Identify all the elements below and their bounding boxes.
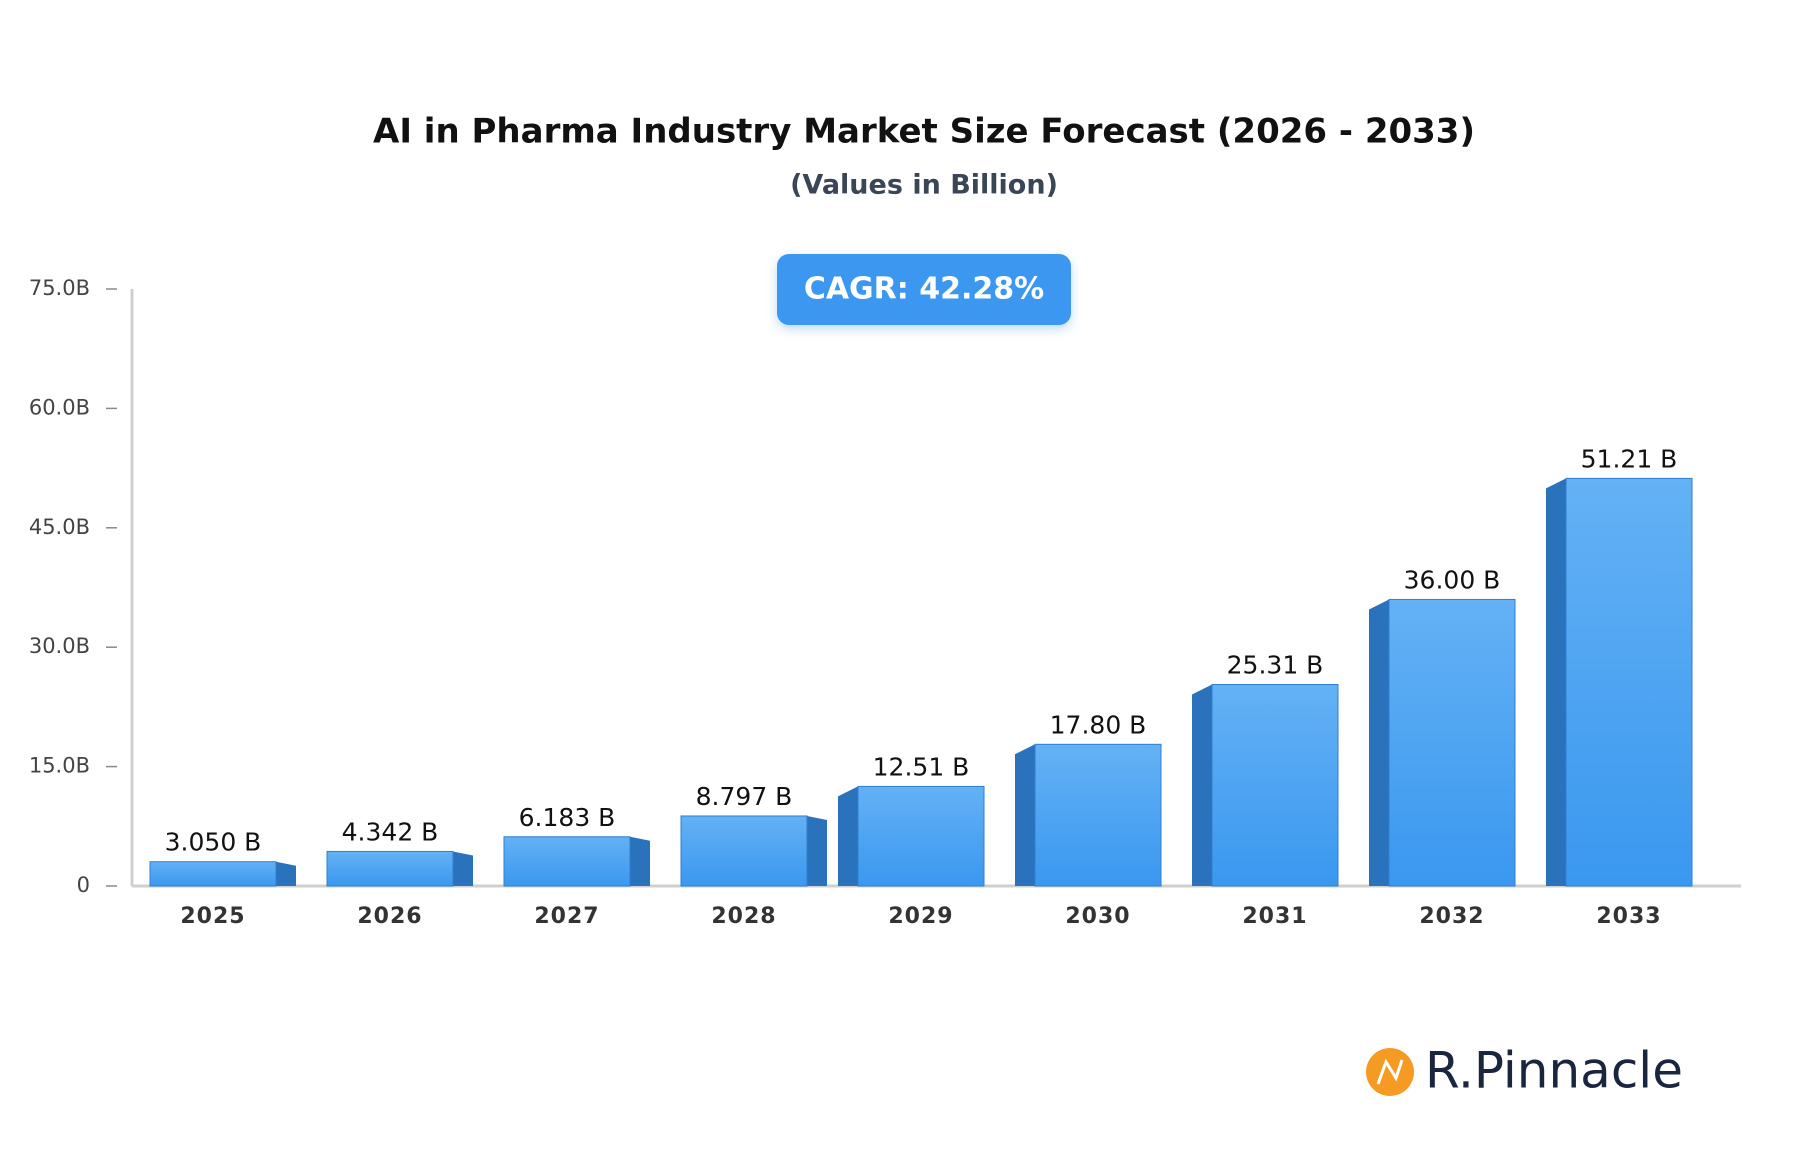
value-label: 8.797 B [696, 782, 793, 811]
x-tick-label: 2028 [711, 904, 776, 929]
x-tick-label: 2031 [1242, 904, 1307, 929]
logo-icon [1366, 1048, 1414, 1096]
x-tick-label: 2030 [1065, 904, 1130, 929]
value-label: 17.80 B [1050, 710, 1147, 739]
bar [149, 861, 277, 887]
y-tick-label: 60.0B [29, 395, 90, 419]
value-label: 36.00 B [1404, 565, 1501, 594]
value-label: 25.31 B [1227, 651, 1324, 680]
bar [1565, 477, 1693, 887]
x-tick-label: 2032 [1419, 904, 1484, 929]
bar-side [807, 815, 827, 886]
bar [1388, 598, 1516, 887]
bar-side [1546, 478, 1566, 886]
bar [326, 850, 454, 887]
bar-side [838, 786, 858, 886]
bar-side [276, 861, 296, 886]
value-label: 4.342 B [342, 817, 439, 846]
x-tick-label: 2026 [357, 904, 422, 929]
logo-icon-mark [1376, 1058, 1404, 1085]
bar-side [630, 836, 650, 886]
bar-side [1369, 599, 1389, 886]
bar [1211, 684, 1339, 887]
value-label: 3.050 B [165, 828, 262, 857]
bar [680, 815, 808, 887]
y-tick-label: 30.0B [29, 634, 90, 658]
bar-side [1192, 684, 1212, 886]
x-tick-label: 2029 [888, 904, 953, 929]
cagr-badge [777, 254, 1071, 325]
cagr-label: CAGR: 42.28% [804, 272, 1044, 307]
bar [1034, 743, 1162, 887]
y-tick-label: 75.0B [29, 276, 90, 300]
x-tick-label: 2033 [1596, 904, 1661, 929]
bar-side [1015, 744, 1035, 886]
value-label: 6.183 B [519, 803, 616, 832]
bar-side [453, 851, 473, 886]
y-tick-label: 0 [77, 873, 90, 897]
bar [857, 785, 985, 887]
x-tick-label: 2025 [180, 904, 245, 929]
chart-title: AI in Pharma Industry Market Size Foreca… [373, 112, 1475, 152]
y-tick-label: 45.0B [29, 515, 90, 539]
x-tick-label: 2027 [534, 904, 599, 929]
bar [503, 836, 631, 887]
value-label: 51.21 B [1581, 444, 1678, 473]
logo-text: R.Pinnacle [1425, 1042, 1683, 1100]
value-label: 12.51 B [873, 752, 970, 781]
y-tick-label: 15.0B [29, 754, 90, 778]
chart-subtitle: (Values in Billion) [790, 170, 1058, 201]
